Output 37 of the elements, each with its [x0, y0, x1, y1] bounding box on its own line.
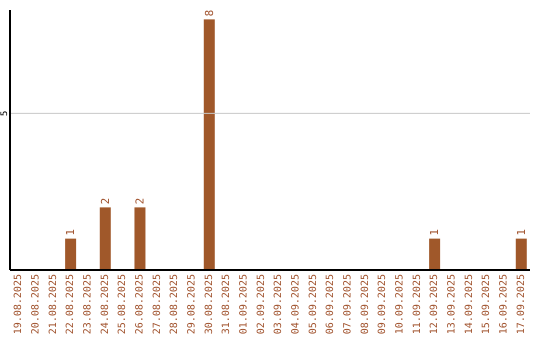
- x-tick-label: 09.09.2025: [377, 274, 388, 334]
- data-label: 8: [202, 10, 216, 16]
- x-tick-label: 24.08.2025: [100, 274, 111, 334]
- data-label: 2: [98, 198, 112, 204]
- x-tick-label: 26.08.2025: [134, 274, 146, 334]
- data-label: 1: [514, 229, 528, 236]
- data-label: 1: [428, 229, 442, 236]
- x-tick-label: 14.09.2025: [464, 274, 475, 334]
- x-tick-label: 10.09.2025: [394, 274, 406, 334]
- x-tick-label: 15.09.2025: [481, 274, 492, 334]
- data-label: 2: [133, 198, 146, 204]
- x-tick-label: 30.08.2025: [204, 274, 215, 334]
- x-tick-label: 20.08.2025: [30, 274, 42, 334]
- x-tick-label: 21.08.2025: [48, 274, 59, 334]
- x-tick-label: 03.09.2025: [273, 274, 284, 334]
- x-tick-label: 19.08.2025: [13, 274, 24, 334]
- x-tick-label: 06.09.2025: [325, 274, 336, 334]
- x-tick-label: 31.08.2025: [221, 274, 232, 334]
- x-tick-label: 07.09.2025: [342, 274, 354, 334]
- x-tick-label: 11.09.2025: [412, 274, 423, 334]
- x-tick-label: 27.08.2025: [152, 274, 163, 334]
- y-tick-label: 5: [0, 110, 10, 116]
- x-tick-label: 22.08.2025: [65, 274, 76, 334]
- x-tick-label: 08.09.2025: [360, 274, 371, 334]
- x-tick-label: 23.08.2025: [82, 274, 94, 334]
- x-tick-label: 02.09.2025: [256, 274, 267, 334]
- x-tick-label: 04.09.2025: [290, 274, 302, 334]
- data-label: 1: [64, 229, 78, 236]
- x-tick-label: 16.09.2025: [498, 274, 510, 334]
- x-tick-label: 17.09.2025: [516, 274, 527, 334]
- x-tick-label: 25.08.2025: [117, 274, 128, 334]
- x-tick-label: 05.09.2025: [308, 274, 319, 334]
- x-tick-label: 13.09.2025: [446, 274, 458, 334]
- x-tick-label: 01.09.2025: [238, 274, 250, 334]
- x-tick-label: 12.09.2025: [429, 274, 440, 334]
- x-tick-label: 28.08.2025: [169, 274, 180, 334]
- x-tick-label: 29.08.2025: [186, 274, 198, 334]
